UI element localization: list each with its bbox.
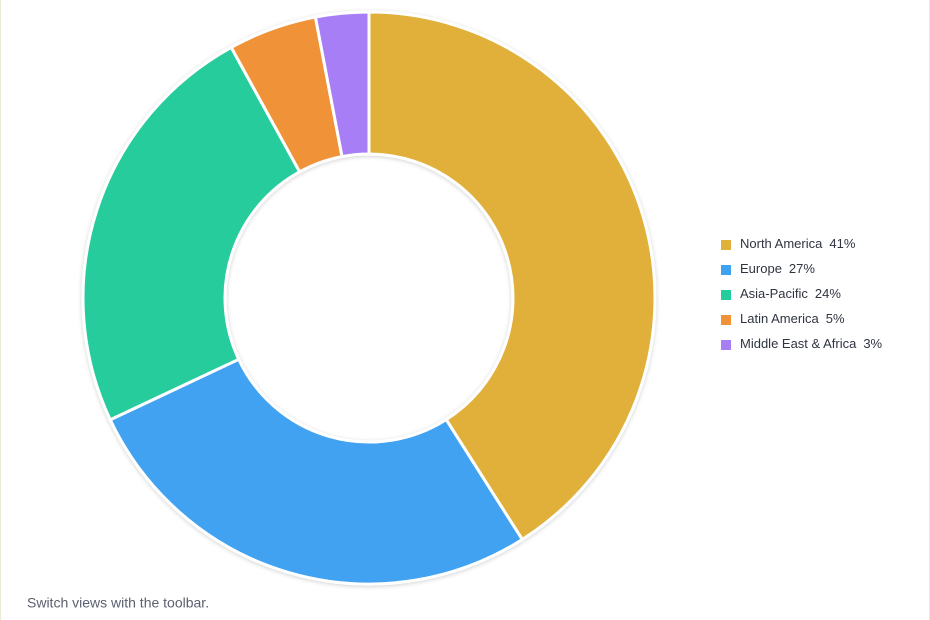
legend-label: Asia-Pacific [740,286,808,301]
donut-slice [313,10,371,159]
donut-slice [108,357,524,586]
legend-swatch [721,240,731,250]
legend-swatch [721,290,731,300]
legend-value: 27% [789,261,815,276]
legend-swatch [721,340,731,350]
legend-swatch [721,315,731,325]
legend-value: 3% [863,336,882,351]
donut [81,10,657,586]
legend-entry: Latin America 5% [740,311,845,326]
legend-label: North America [740,236,823,251]
legend-label: Europe [740,261,782,276]
legend-swatch [721,265,731,275]
legend-entry: North America 41% [740,236,856,251]
legend-value: 24% [815,286,841,301]
legend-value: 5% [826,311,845,326]
legend: North America 41% Europe 27% Asia-Pacific 24%… [721,236,883,351]
donut-slice [367,10,657,541]
legend-label: Latin America [740,311,820,326]
donut-slice [81,45,302,422]
legend-label: Middle East & Africa [740,336,857,351]
legend-entry: Middle East & Africa 3% [740,336,883,351]
legend-entry: Europe 27% [740,261,815,276]
legend-entry: Asia-Pacific 24% [740,286,841,301]
caption: Switch views with the toolbar. [27,595,209,611]
legend-value: 41% [829,236,855,251]
